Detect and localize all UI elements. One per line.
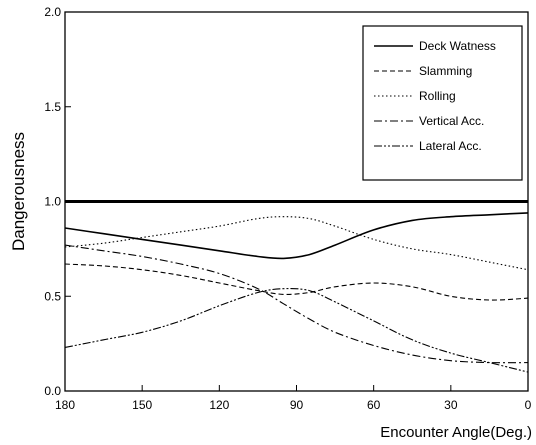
y-tick-label: 0.5 [44, 289, 61, 303]
y-tick-label: 2.0 [44, 5, 61, 19]
y-tick-label: 0.0 [44, 384, 61, 398]
x-axis-label: Encounter Angle(Deg.) [380, 424, 532, 441]
series-line-4 [64, 244, 529, 364]
legend-label: Rolling [419, 89, 456, 103]
legend-box [362, 25, 523, 181]
legend-label: Vertical Acc. [419, 114, 484, 128]
legend-label: Deck Watness [419, 39, 496, 53]
series-line-2 [64, 263, 529, 301]
axis-ticks: 180 150 120 90 60 30 0 0.0 0.5 1.0 1.5 2.0 [44, 5, 531, 412]
x-tick-label: 0 [525, 398, 532, 412]
series-lines [64, 212, 529, 373]
x-tick-label: 150 [132, 398, 152, 412]
x-tick-label: 60 [367, 398, 381, 412]
x-tick-label: 90 [290, 398, 304, 412]
y-tick-label: 1.0 [44, 195, 61, 209]
x-tick-label: 30 [444, 398, 458, 412]
x-tick-label: 120 [209, 398, 229, 412]
x-tick-label: 180 [55, 398, 75, 412]
legend-label: Slamming [419, 64, 472, 78]
y-tick-label: 1.5 [44, 100, 61, 114]
y-axis-label: Dangerousness [9, 132, 28, 251]
legend-label: Lateral Acc. [419, 139, 482, 153]
series-line-5 [64, 288, 529, 373]
legend: Deck Watness Slamming Rolling Vertical Acc.… [362, 25, 523, 181]
series-line-1 [64, 212, 529, 260]
series-line-3 [64, 216, 529, 271]
